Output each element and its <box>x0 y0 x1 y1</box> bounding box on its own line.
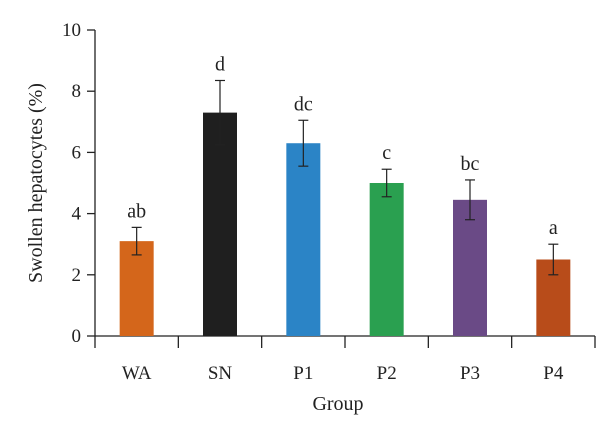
bars <box>119 112 571 337</box>
axes <box>87 29 596 348</box>
significance-label: ab <box>127 200 146 222</box>
bar-p2 <box>369 183 404 336</box>
y-tick-label: 8 <box>72 81 82 102</box>
bar-wa <box>119 241 154 336</box>
significance-labels: ab d dc c bc a <box>127 53 558 239</box>
x-tick-label: P2 <box>377 363 397 384</box>
significance-label: dc <box>294 93 313 115</box>
significance-label: bc <box>461 153 480 175</box>
bar-p3 <box>453 199 487 336</box>
y-tick-label: 10 <box>62 20 81 41</box>
x-axis-label: Group <box>312 393 363 415</box>
y-axis-label: Swollen hepatocytes (%) <box>25 83 47 283</box>
x-tick-labels: WA SN P1 P2 P3 P4 <box>122 363 564 384</box>
y-tick-label: 0 <box>72 326 82 347</box>
y-tick-label: 6 <box>72 142 82 163</box>
x-tick-label: WA <box>122 363 152 384</box>
y-tick-labels: 0 2 4 6 8 10 <box>62 20 82 347</box>
x-tick-label: P4 <box>543 363 564 384</box>
y-tick-label: 4 <box>72 204 82 225</box>
x-tick-label: P3 <box>460 363 480 384</box>
significance-label: a <box>549 217 558 239</box>
y-tick-label: 2 <box>72 265 82 286</box>
significance-label: d <box>215 53 225 75</box>
significance-label: c <box>382 142 391 164</box>
bar-p1 <box>286 143 321 336</box>
x-tick-label: P1 <box>293 363 313 384</box>
error-bars <box>131 79 559 276</box>
bar-sn <box>203 112 237 337</box>
x-tick-label: SN <box>208 363 233 384</box>
